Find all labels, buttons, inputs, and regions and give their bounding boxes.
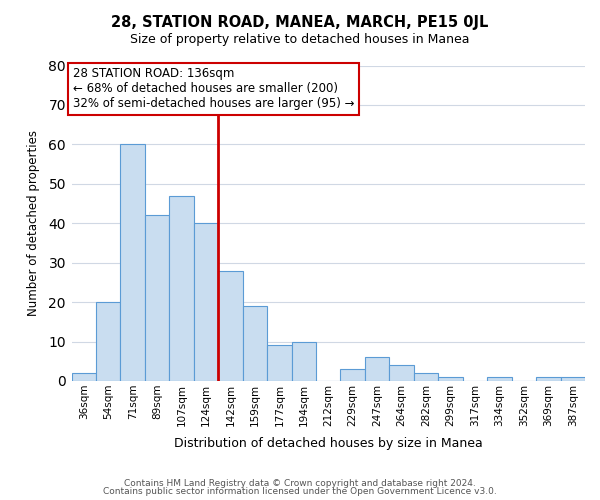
Bar xyxy=(71,373,96,381)
Text: 28, STATION ROAD, MANEA, MARCH, PE15 0JL: 28, STATION ROAD, MANEA, MARCH, PE15 0JL xyxy=(112,15,488,30)
Text: 28 STATION ROAD: 136sqm
← 68% of detached houses are smaller (200)
32% of semi-d: 28 STATION ROAD: 136sqm ← 68% of detache… xyxy=(73,68,354,110)
Y-axis label: Number of detached properties: Number of detached properties xyxy=(27,130,40,316)
Bar xyxy=(389,365,414,381)
Bar xyxy=(169,196,194,381)
Bar xyxy=(267,346,292,381)
Text: Size of property relative to detached houses in Manea: Size of property relative to detached ho… xyxy=(130,32,470,46)
Bar xyxy=(194,223,218,381)
Bar xyxy=(560,377,585,381)
Bar xyxy=(218,270,242,381)
Bar xyxy=(242,306,267,381)
Bar xyxy=(365,358,389,381)
Bar xyxy=(487,377,512,381)
Bar xyxy=(340,369,365,381)
Bar xyxy=(536,377,560,381)
X-axis label: Distribution of detached houses by size in Manea: Distribution of detached houses by size … xyxy=(174,437,482,450)
Bar xyxy=(292,342,316,381)
Text: Contains public sector information licensed under the Open Government Licence v3: Contains public sector information licen… xyxy=(103,487,497,496)
Bar xyxy=(438,377,463,381)
Bar xyxy=(121,144,145,381)
Bar xyxy=(96,302,121,381)
Bar xyxy=(145,216,169,381)
Text: Contains HM Land Registry data © Crown copyright and database right 2024.: Contains HM Land Registry data © Crown c… xyxy=(124,478,476,488)
Bar xyxy=(414,373,438,381)
